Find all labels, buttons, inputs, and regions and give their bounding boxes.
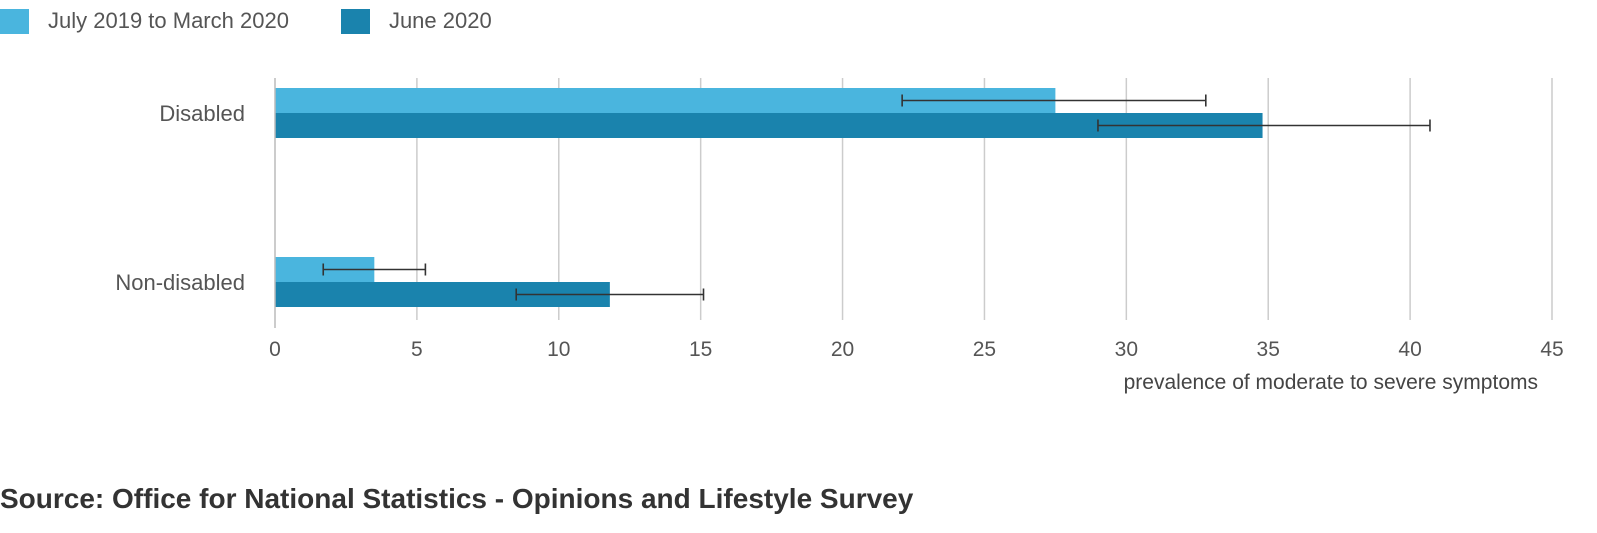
legend-item-series-1[interactable]: July 2019 to March 2020	[0, 8, 289, 34]
legend-swatch-series-2	[340, 8, 370, 34]
legend-label-series-2: June 2020	[388, 8, 492, 33]
legend-item-series-2[interactable]: June 2020	[340, 8, 492, 34]
x-tick-label-0: 0	[269, 338, 281, 361]
x-tick-label-45: 45	[1540, 338, 1563, 361]
source-note: Source: Office for National Statistics -…	[0, 483, 914, 514]
x-tick-label-40: 40	[1398, 338, 1421, 361]
legend-swatch-series-1	[0, 8, 29, 34]
x-tick-label-10: 10	[547, 338, 570, 361]
category-label-non-disabled: Non-disabled	[115, 270, 245, 295]
x-tick-label-25: 25	[973, 338, 996, 361]
x-tick-label-5: 5	[411, 338, 423, 361]
x-axis-title: prevalence of moderate to severe symptom…	[1124, 371, 1538, 394]
x-tick-label-15: 15	[689, 338, 712, 361]
x-tick-label-35: 35	[1257, 338, 1280, 361]
legend-label-series-1: July 2019 to March 2020	[48, 8, 289, 33]
x-tick-label-20: 20	[831, 338, 854, 361]
legend: July 2019 to March 2020 June 2020	[0, 4, 492, 38]
bar-chart: Disabled Non-disabled 0 5 10 15 20 25 30 35 40 45pr…	[115, 78, 1564, 394]
x-tick-label-30: 30	[1115, 338, 1138, 361]
category-label-disabled: Disabled	[159, 101, 245, 126]
